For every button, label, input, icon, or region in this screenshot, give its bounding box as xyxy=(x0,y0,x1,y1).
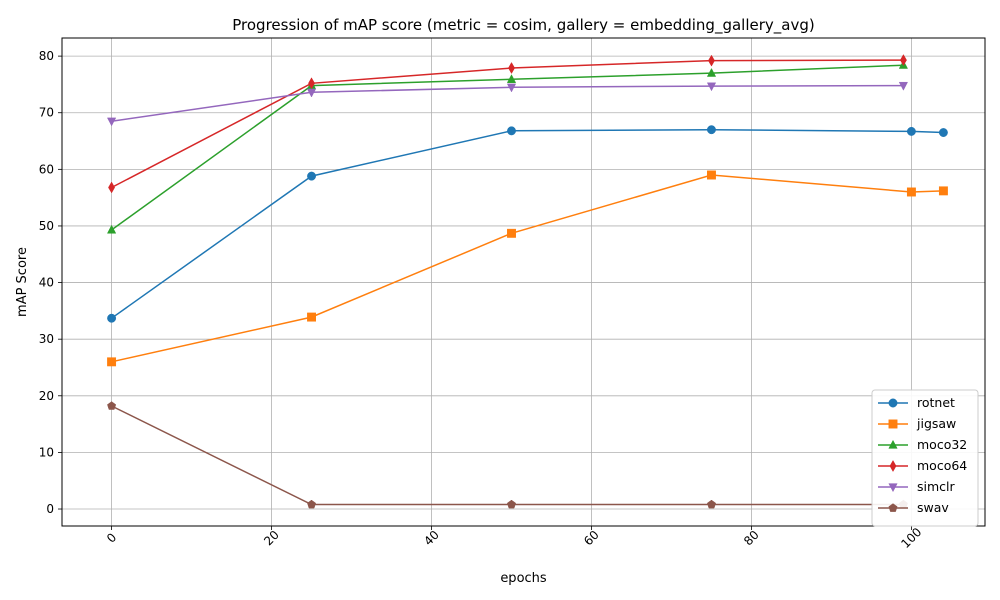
y-tick-label: 30 xyxy=(39,332,54,346)
legend-item-simclr: simclr xyxy=(878,479,956,494)
data-point-jigsaw xyxy=(906,187,916,197)
y-axis: 0 10 20 30 40 50 60 70 80 xyxy=(39,49,62,516)
data-point-moco32 xyxy=(106,224,117,234)
data-point-swav xyxy=(307,499,316,509)
x-axis-label: epochs xyxy=(500,571,547,586)
data-point-rotnet xyxy=(707,125,716,135)
data-point-simclr xyxy=(506,83,517,93)
series-line-rotnet xyxy=(111,128,944,319)
data-point-simclr xyxy=(898,81,909,91)
data-point-moco64 xyxy=(708,54,715,67)
legend-item-moco32: moco32 xyxy=(878,437,967,452)
legend-label: swav xyxy=(917,500,949,515)
data-point-simclr xyxy=(306,88,317,98)
data-point-jigsaw xyxy=(307,312,316,322)
data-point-simclr xyxy=(106,117,117,127)
legend-label: moco32 xyxy=(917,437,967,452)
series-line-jigsaw xyxy=(111,174,944,363)
legend: rotnet jigsaw moco32 moco64 simclr swav xyxy=(871,389,979,527)
legend-marker xyxy=(888,439,898,449)
y-tick-label: 60 xyxy=(39,162,54,176)
data-point-jigsaw xyxy=(107,357,117,367)
data-point-swav xyxy=(107,401,117,410)
data-point-jigsaw xyxy=(938,186,948,196)
data-point-rotnet xyxy=(938,128,948,137)
y-tick-label: 0 xyxy=(46,502,54,516)
data-point-jigsaw xyxy=(707,170,716,180)
plot-frame xyxy=(61,37,986,527)
y-tick-label: 50 xyxy=(39,219,54,233)
series-jigsaw xyxy=(107,170,948,367)
data-point-moco64 xyxy=(900,54,907,66)
y-axis-label: mAP Score xyxy=(15,247,30,317)
data-point-swav xyxy=(507,499,516,509)
legend-label: jigsaw xyxy=(916,416,956,431)
data-point-moco64 xyxy=(108,181,115,194)
data-point-rotnet xyxy=(107,313,117,323)
legend-marker xyxy=(889,459,897,473)
legend-label: moco64 xyxy=(917,458,967,473)
y-tick-label: 10 xyxy=(39,445,54,459)
y-tick-label: 80 xyxy=(39,49,54,63)
data-point-simclr xyxy=(706,82,717,92)
series-swav xyxy=(107,401,908,509)
legend-item-swav: swav xyxy=(878,500,949,515)
legend-marker xyxy=(888,419,898,429)
legend-item-jigsaw: jigsaw xyxy=(878,416,956,431)
data-point-moco64 xyxy=(508,61,515,75)
legend-item-rotnet: rotnet xyxy=(878,395,955,410)
legend-label: rotnet xyxy=(917,395,955,410)
data-point-rotnet xyxy=(307,171,316,181)
legend-marker xyxy=(888,398,898,408)
chart-title: Progression of mAP score (metric = cosim… xyxy=(232,16,814,35)
data-point-rotnet xyxy=(906,126,916,136)
data-point-moco32 xyxy=(706,67,717,77)
y-tick-label: 20 xyxy=(39,389,54,403)
data-point-rotnet xyxy=(507,126,516,136)
legend-item-moco64: moco64 xyxy=(878,458,967,473)
y-tick-label: 40 xyxy=(39,276,54,290)
series-layer xyxy=(106,54,948,509)
series-simclr xyxy=(106,81,909,127)
series-moco64 xyxy=(108,54,907,194)
legend-marker xyxy=(888,503,898,512)
data-point-jigsaw xyxy=(507,228,516,238)
legend-marker xyxy=(888,483,898,493)
legend-label: simclr xyxy=(917,479,956,494)
data-point-moco32 xyxy=(506,74,517,83)
y-tick-label: 70 xyxy=(39,106,54,120)
grid xyxy=(62,38,985,526)
data-point-swav xyxy=(707,499,716,509)
series-rotnet xyxy=(107,125,948,323)
